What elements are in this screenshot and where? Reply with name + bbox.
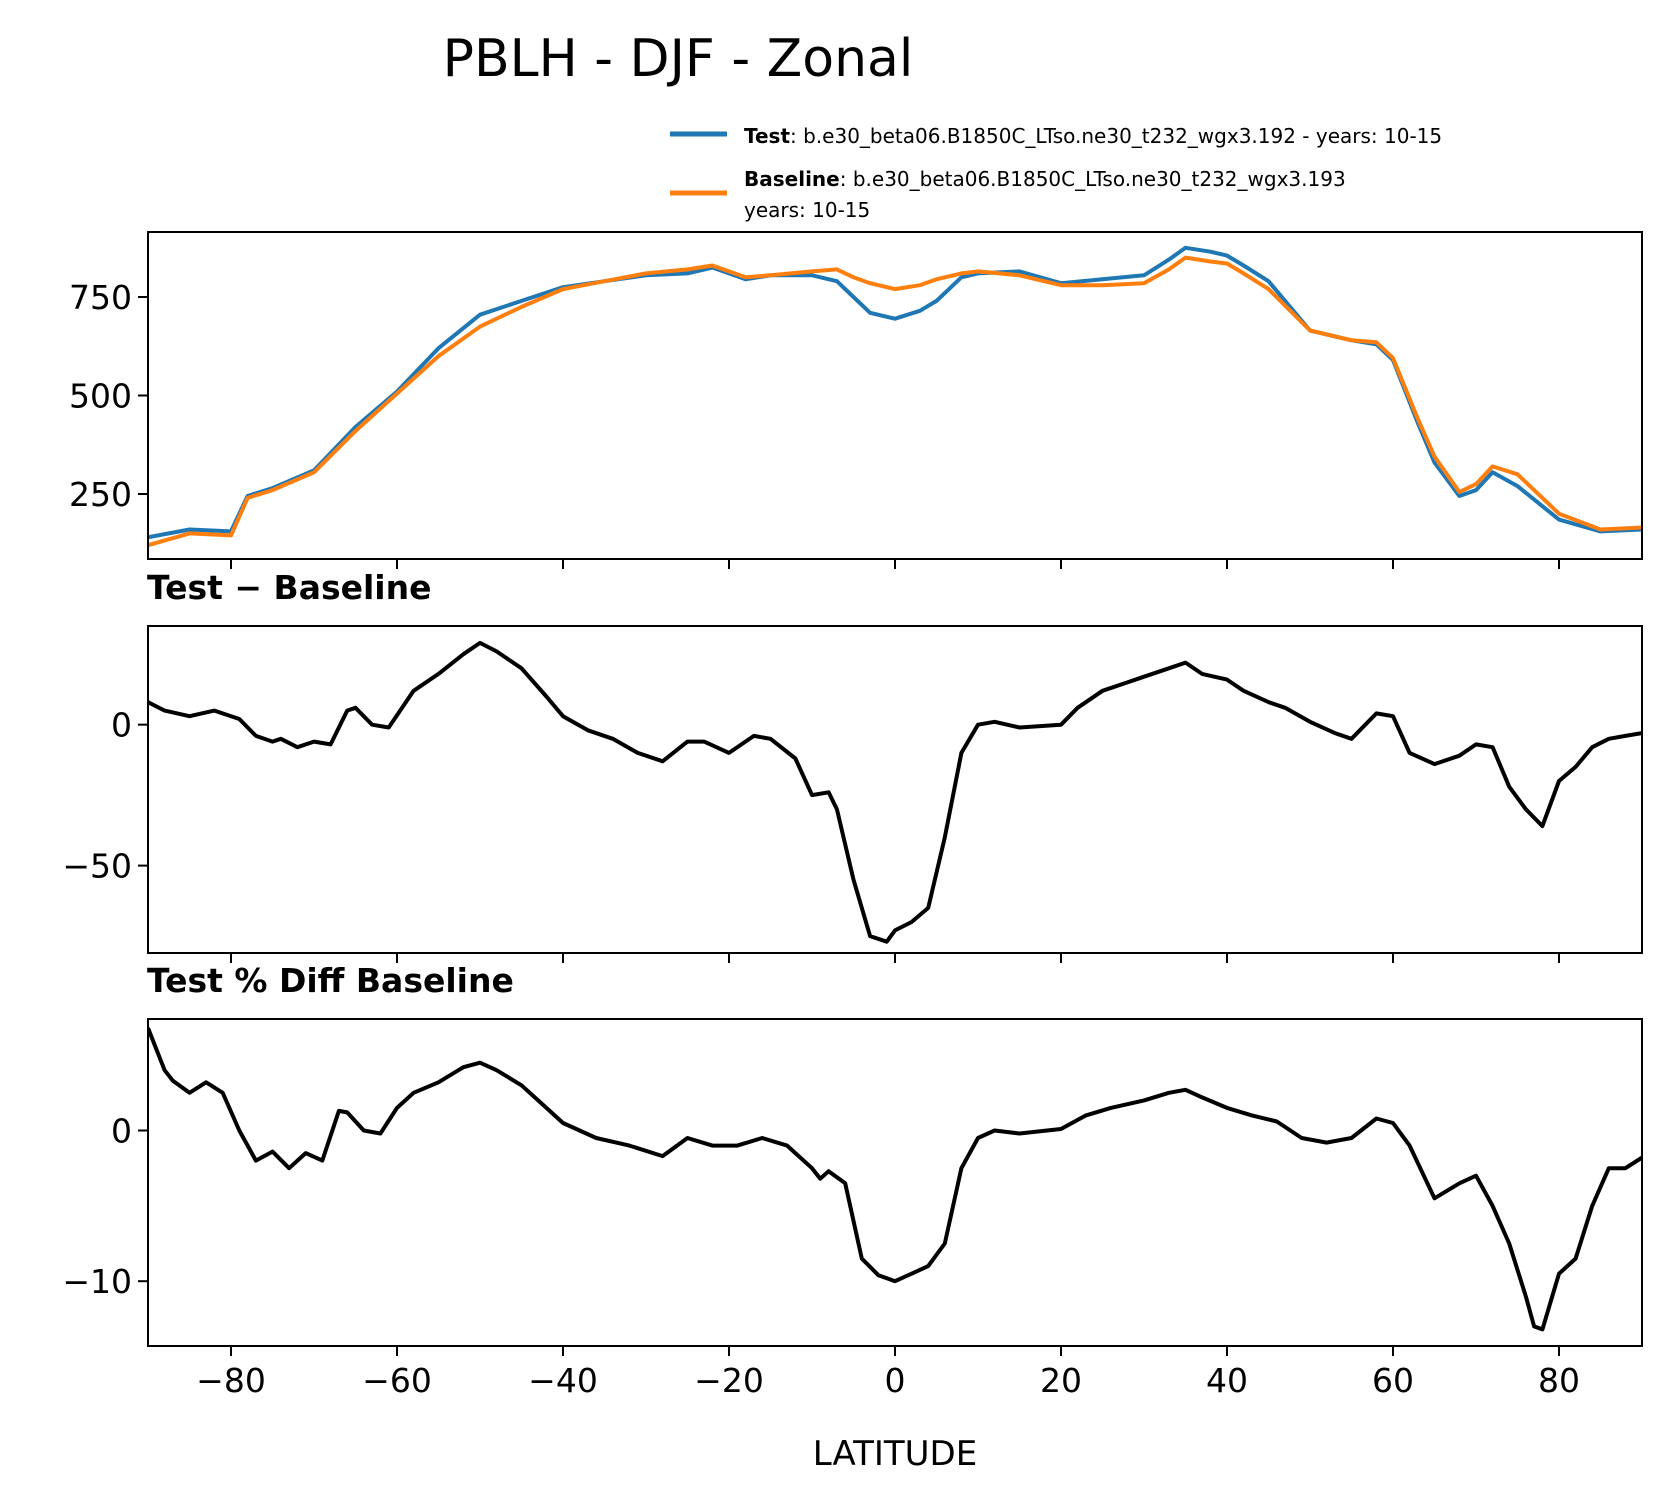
panel-values: 250 500 750 <box>69 231 1643 569</box>
x-tick-label: 0 <box>885 1361 906 1400</box>
series-line-test <box>148 245 1642 540</box>
x-tick-label: −20 <box>694 1361 764 1400</box>
y-tick-label: 250 <box>69 475 132 514</box>
panel-percent-difference: Test % Diff Baseline −10 0 −80 −60 −40 −20 0 20… <box>62 961 1643 1400</box>
axes-frame <box>147 625 1643 954</box>
axes-frame <box>147 1018 1643 1347</box>
y-tick-label: 0 <box>111 1112 132 1151</box>
figure-title: PBLH - DJF - Zonal <box>443 29 914 89</box>
legend-baseline-desc: : b.e30_beta06.B1850C_LTso.ne30_t232_wgx… <box>840 167 1346 191</box>
panel-percent-difference-title: Test % Diff Baseline <box>147 961 514 1000</box>
x-axis-label: LATITUDE <box>813 1434 977 1474</box>
x-tick-label: 80 <box>1538 1361 1580 1400</box>
panel-difference-title: Test − Baseline <box>147 568 432 607</box>
y-tick-label: −10 <box>62 1262 132 1301</box>
y-tick-label: 750 <box>69 278 132 317</box>
x-tick-label: −80 <box>196 1361 266 1400</box>
x-tick-label: −60 <box>362 1361 432 1400</box>
series-line-baseline <box>148 255 1642 548</box>
x-tick-label: 40 <box>1206 1361 1248 1400</box>
legend-baseline-label: Baseline <box>744 167 840 191</box>
legend-test-label: Test <box>744 124 790 148</box>
y-tick-label: 0 <box>111 706 132 745</box>
axes-frame <box>147 231 1643 560</box>
y-tick-label: −50 <box>62 847 132 886</box>
x-tick-label: −40 <box>528 1361 598 1400</box>
series-line-test-diff-baseline <box>148 1027 1642 1332</box>
legend-test-entry: Test: b.e30_beta06.B1850C_LTso.ne30_t232… <box>744 124 1442 148</box>
legend: Test: b.e30_beta06.B1850C_LTso.ne30_t232… <box>670 124 1442 222</box>
panel-difference: Test − Baseline −50 0 <box>62 568 1643 963</box>
x-tick-label: 60 <box>1372 1361 1414 1400</box>
series-line-test-baseline <box>148 640 1642 944</box>
legend-baseline-years: years: 10-15 <box>744 198 870 222</box>
legend-test-desc: : b.e30_beta06.B1850C_LTso.ne30_t232_wgx… <box>790 124 1442 148</box>
legend-baseline-entry: Baseline: b.e30_beta06.B1850C_LTso.ne30_… <box>744 167 1346 191</box>
x-tick-label: 20 <box>1040 1361 1082 1400</box>
y-tick-label: 500 <box>69 377 132 416</box>
